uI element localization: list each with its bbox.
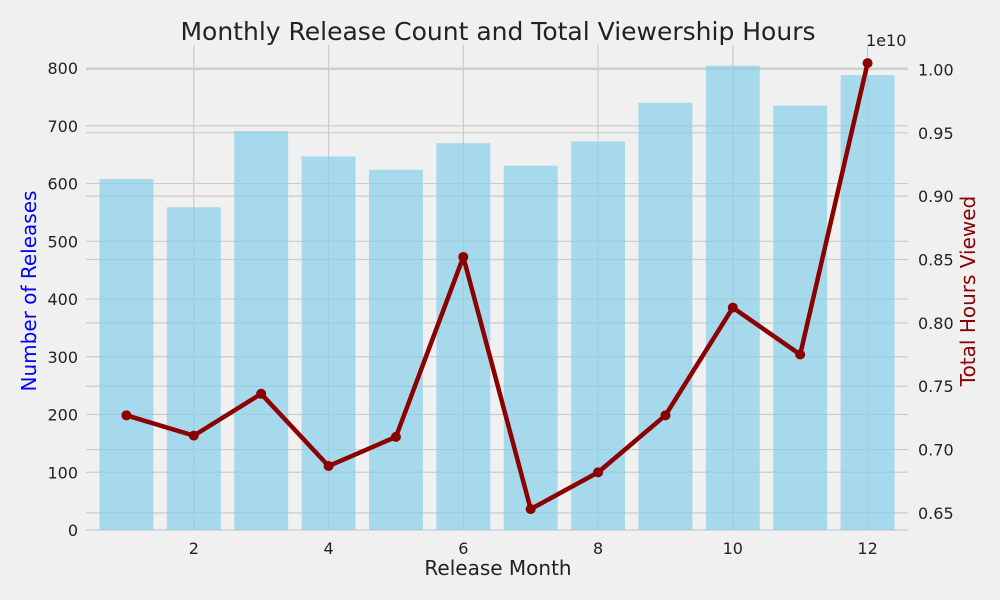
x-axis-label: Release Month [424,556,571,580]
y-right-tick-label: 0.65 [918,504,954,523]
line-point [121,410,132,421]
x-tick-label: 8 [593,539,603,558]
bar [571,141,626,531]
y-left-tick-label: 100 [47,463,78,482]
y-axis-right-label: Total Hours Viewed [956,196,980,387]
y-left-tick-label: 0 [68,521,78,540]
bar [503,165,558,531]
line-point [660,410,671,421]
bar [166,207,221,530]
line-point [390,431,401,442]
line-point [727,302,738,313]
line-point [862,58,873,69]
bar [773,105,828,530]
line-point [795,349,806,360]
y-left-tick-label: 500 [47,232,78,251]
y-left-tick-label: 600 [47,175,78,194]
bar [234,131,289,530]
bar [368,169,423,530]
chart-title: Monthly Release Count and Total Viewersh… [180,17,815,46]
x-tick-label: 2 [189,539,199,558]
right-axis-multiplier: 1e10 [866,31,906,50]
line-point [593,467,604,478]
line-point [256,388,267,399]
y-right-tick-label: 0.90 [918,187,954,206]
x-tick-label: 4 [323,539,333,558]
y-left-tick-label: 300 [47,348,78,367]
y-right-tick-label: 1.00 [918,60,954,79]
x-tick-label: 6 [458,539,468,558]
line-point [188,430,199,441]
bar [436,143,491,530]
grid [86,45,908,531]
y-left-tick-label: 800 [47,59,78,78]
y-right-tick-label: 0.75 [918,377,954,396]
tick-labels: 2 4 6 8 10 12 0 100 200 300 400 500 600 700 800 0.65 0.7… [47,59,953,558]
y-right-tick-label: 0.80 [918,314,954,333]
line-series-path [125,62,870,512]
bar [99,178,154,530]
line-point [525,504,536,515]
x-tick-label: 10 [723,539,743,558]
y-left-tick-label: 700 [47,117,78,136]
bar [705,65,760,531]
bar [301,156,356,531]
y-right-tick-label: 0.70 [918,441,954,460]
x-tick-label: 12 [857,539,877,558]
y-right-tick-label: 0.85 [918,250,954,269]
bar [840,75,895,531]
line-point [458,251,469,262]
line-series [121,58,873,515]
bar [638,102,693,530]
line-point [323,461,334,472]
y-left-tick-label: 400 [47,290,78,309]
y-left-tick-label: 200 [47,406,78,425]
y-right-tick-label: 0.95 [918,124,954,143]
bar-series [99,65,895,531]
y-axis-left-label: Number of Releases [17,191,41,392]
